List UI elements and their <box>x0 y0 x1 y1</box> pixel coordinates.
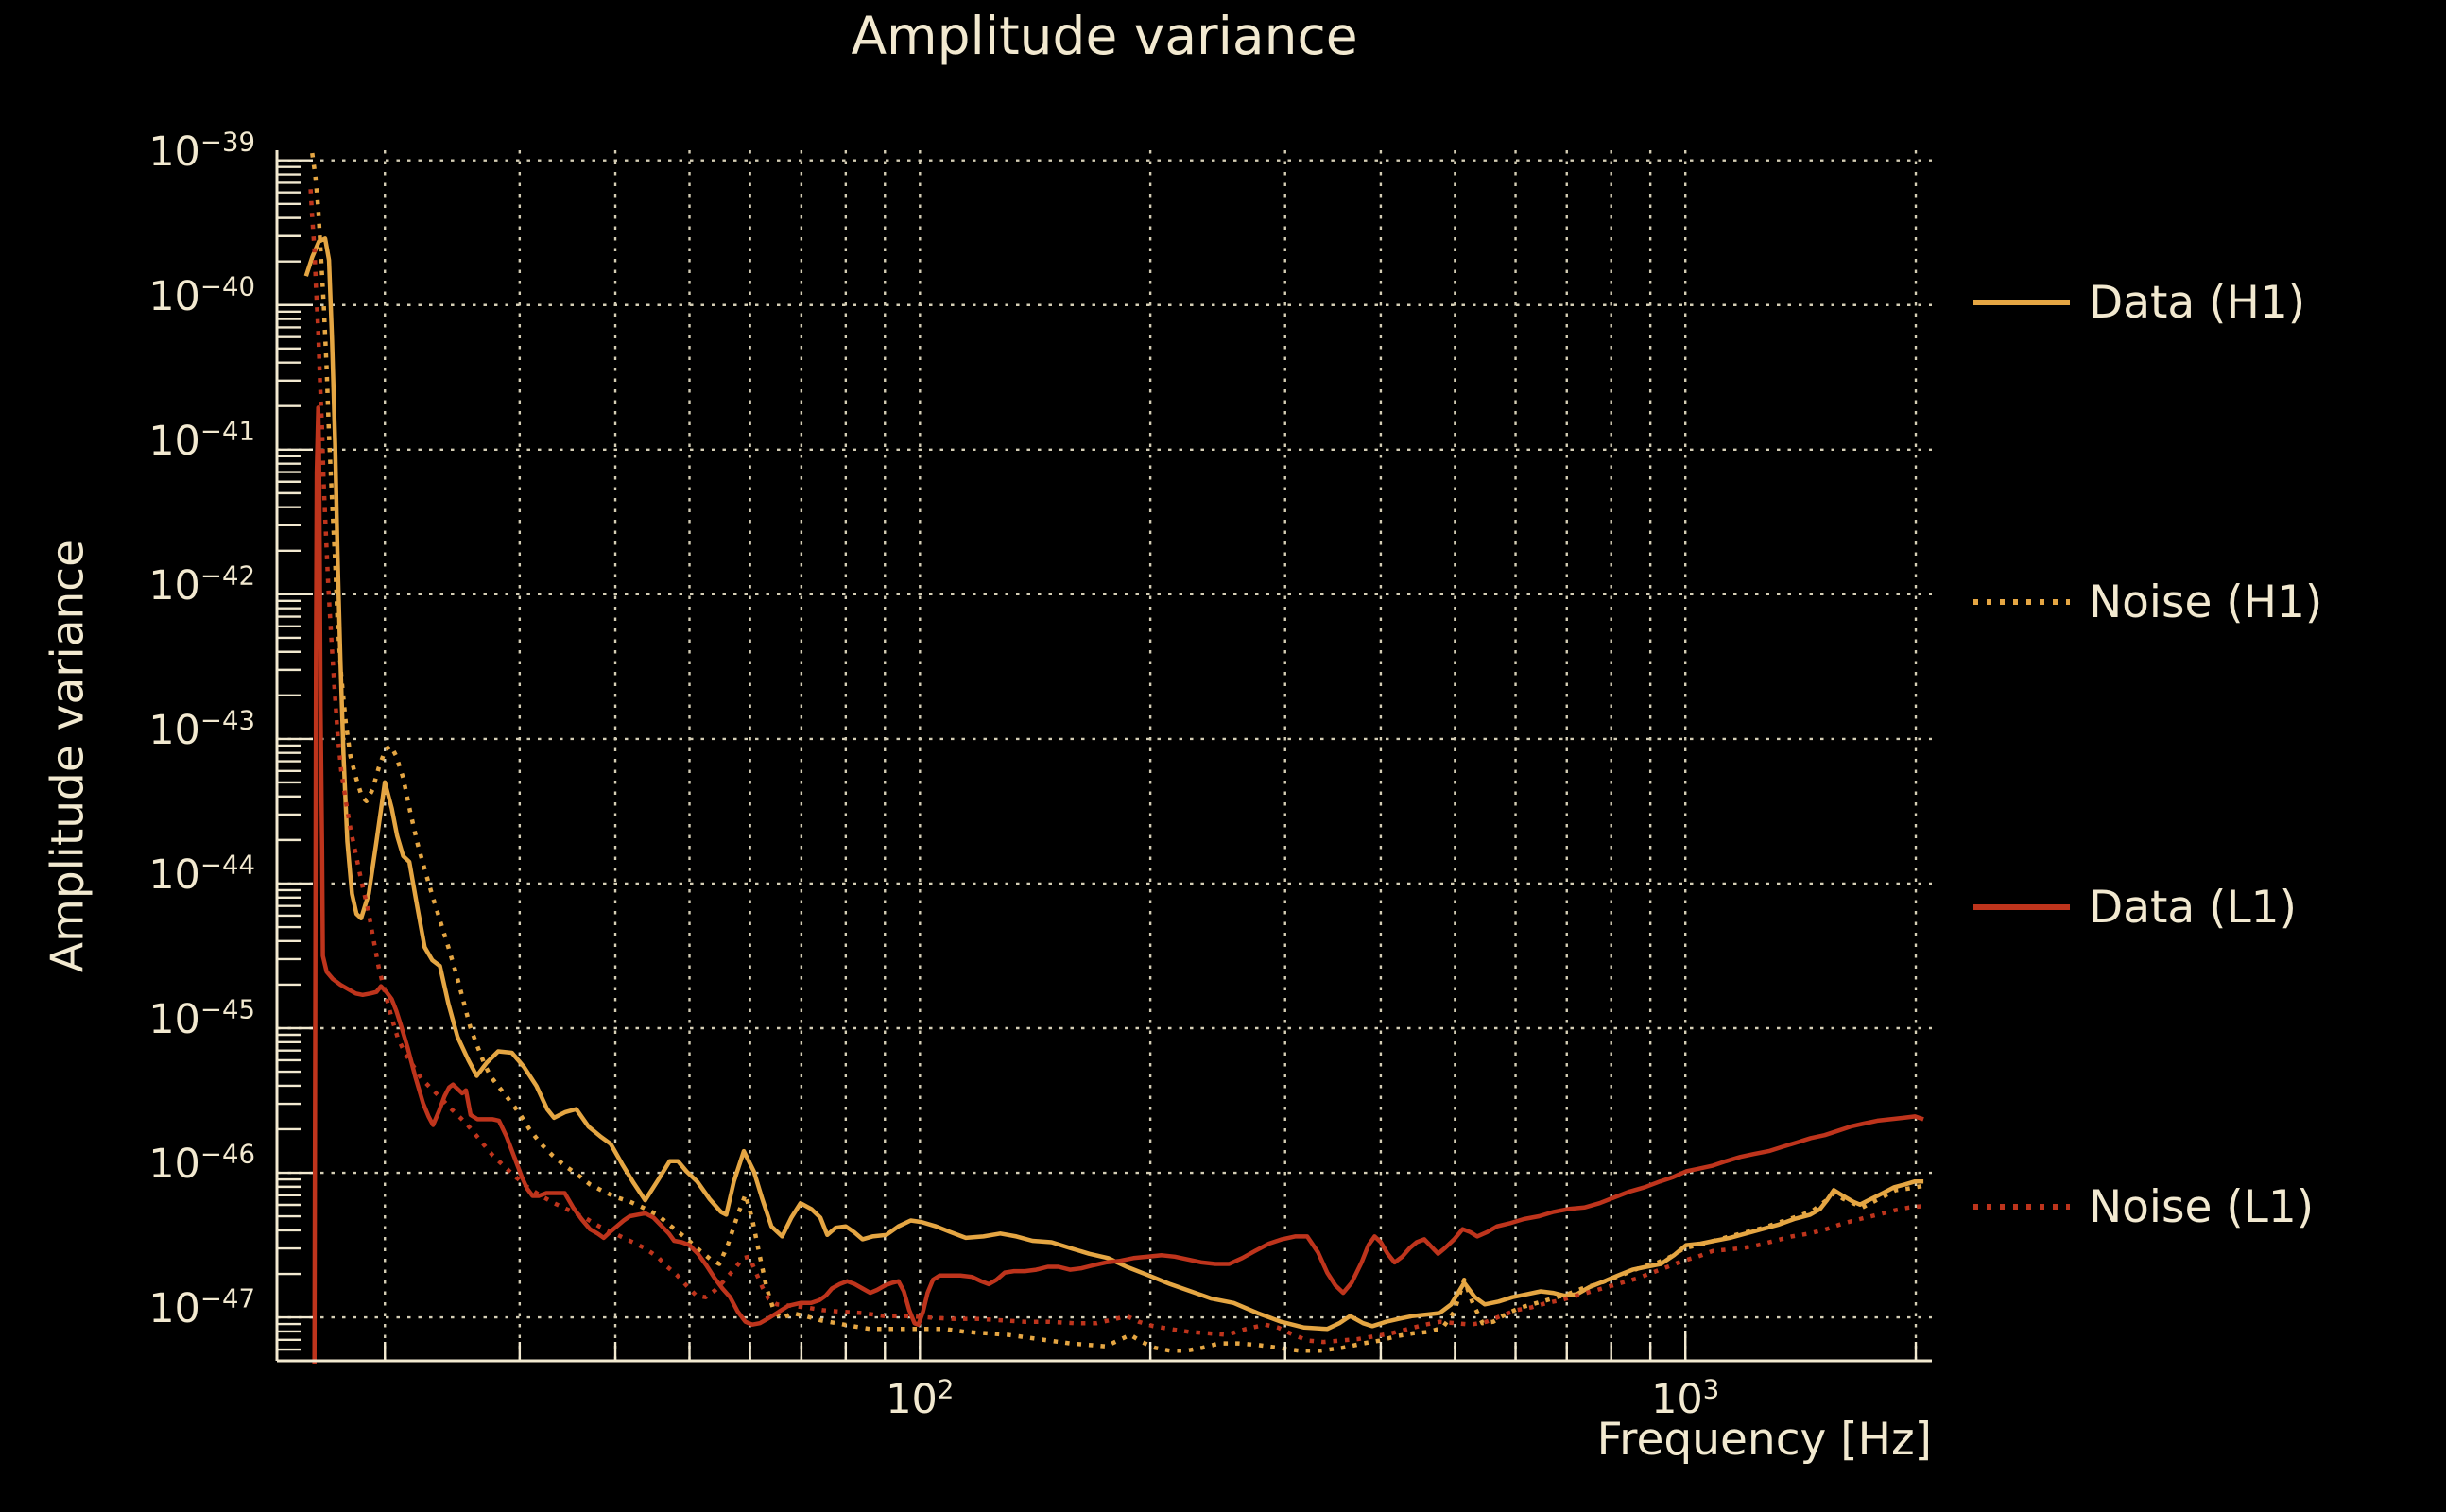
legend-item-noise-l1: Noise (L1) <box>1972 1177 2314 1237</box>
y-tick-label: 10−47 <box>148 1283 255 1333</box>
y-tick-label: 10−43 <box>148 705 255 754</box>
y-tick-label: 10−44 <box>148 850 255 899</box>
y-tick-label: 10−39 <box>148 127 255 176</box>
curve-noise-h1 <box>310 152 1924 1353</box>
legend-dotted-line-sample <box>1973 599 2070 605</box>
legend-label: Data (L1) <box>2089 881 2297 934</box>
gridlines <box>277 150 1932 1361</box>
legend-label: Data (H1) <box>2089 276 2306 329</box>
y-tick-label: 10−46 <box>148 1139 255 1189</box>
x-tick-label: 103 <box>1651 1374 1720 1423</box>
y-tick-label: 10−40 <box>148 271 255 320</box>
legend-dotted-line-sample <box>1973 1204 2070 1210</box>
legend-solid-line-sample <box>1973 300 2070 305</box>
y-tick-label: 10−42 <box>148 560 255 610</box>
x-axis-label: Frequency [Hz] <box>1596 1414 1932 1466</box>
legend-solid-line-sample <box>1973 904 2070 910</box>
axis-ticks <box>277 159 1918 1361</box>
y-tick-label: 10−45 <box>148 994 255 1043</box>
curve-noise-l1 <box>308 189 1924 1345</box>
x-tick-label: 102 <box>886 1374 955 1423</box>
legend-item-noise-h1: Noise (H1) <box>1972 572 2322 632</box>
legend-label: Noise (L1) <box>2089 1180 2315 1233</box>
chart-title: Amplitude variance <box>851 6 1358 66</box>
y-tick-label: 10−41 <box>148 416 255 465</box>
axis-spines <box>275 150 1932 1363</box>
y-axis-label: Amplitude variance <box>42 539 95 973</box>
curve-data-h1 <box>303 236 1924 1332</box>
legend-label: Noise (H1) <box>2089 576 2323 628</box>
legend-item-data-l1: Data (L1) <box>1972 877 2297 937</box>
curve-data-l1 <box>312 405 1924 1364</box>
legend-item-data-h1: Data (H1) <box>1972 272 2305 333</box>
